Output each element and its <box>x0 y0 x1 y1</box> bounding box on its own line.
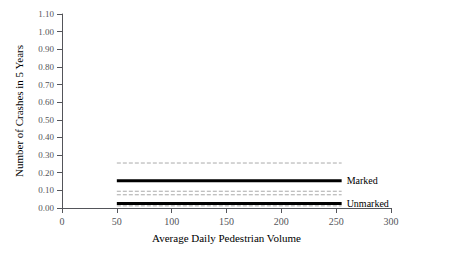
svg-text:100: 100 <box>164 216 179 227</box>
svg-text:0.10: 0.10 <box>38 185 54 195</box>
svg-text:300: 300 <box>384 216 399 227</box>
svg-text:50: 50 <box>112 216 122 227</box>
svg-text:Average Daily Pedestrian Volum: Average Daily Pedestrian Volume <box>152 232 301 244</box>
svg-text:Unmarked: Unmarked <box>347 198 389 209</box>
svg-text:200: 200 <box>274 216 289 227</box>
svg-text:Number of Crashes in 5 Years: Number of Crashes in 5 Years <box>13 45 25 177</box>
svg-text:0.70: 0.70 <box>38 80 54 90</box>
svg-text:Marked: Marked <box>347 175 378 186</box>
svg-text:0.60: 0.60 <box>38 97 54 107</box>
svg-text:150: 150 <box>219 216 234 227</box>
svg-text:250: 250 <box>329 216 344 227</box>
svg-text:0.40: 0.40 <box>38 132 54 142</box>
svg-text:0.50: 0.50 <box>38 115 54 125</box>
svg-text:1.10: 1.10 <box>38 9 54 19</box>
svg-text:0.90: 0.90 <box>38 44 54 54</box>
svg-text:0.00: 0.00 <box>38 203 54 213</box>
svg-text:0.20: 0.20 <box>38 168 54 178</box>
svg-text:0: 0 <box>60 216 65 227</box>
svg-text:1.00: 1.00 <box>38 27 54 37</box>
svg-text:0.30: 0.30 <box>38 150 54 160</box>
svg-text:0.80: 0.80 <box>38 62 54 72</box>
